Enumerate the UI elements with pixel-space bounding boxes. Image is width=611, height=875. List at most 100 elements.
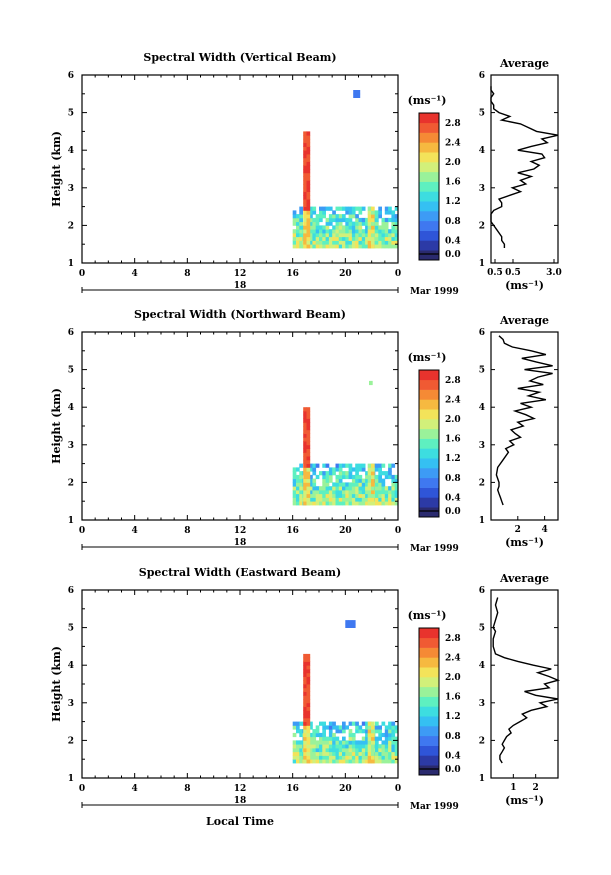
- colorbar-swatch: [419, 428, 439, 439]
- heatmap-cell: [394, 478, 399, 483]
- heatmap-cell: [306, 429, 311, 434]
- heatmap-cell: [303, 676, 307, 681]
- heatmap-cell: [391, 225, 396, 230]
- colorbar-tick-label: 0.4: [445, 493, 461, 503]
- heatmap-cell: [292, 751, 297, 756]
- heatmap-cell: [299, 471, 303, 476]
- heatmap-cell: [303, 732, 307, 738]
- y-axis-label: Height (km): [50, 131, 63, 207]
- heatmap-cell: [394, 747, 399, 753]
- heatmap-cell: [325, 736, 330, 741]
- heatmap-cell: [303, 751, 307, 756]
- heatmap-cell: [303, 441, 307, 446]
- heatmap-cell: [332, 493, 336, 498]
- heatmap-cell: [335, 236, 340, 241]
- heatmap-cell: [303, 695, 307, 700]
- heatmap-cell: [367, 736, 372, 741]
- heatmap-cell: [325, 240, 330, 245]
- heatmap-cell: [348, 755, 353, 760]
- heatmap-cell: [381, 236, 386, 241]
- heatmap-cell: [358, 210, 363, 215]
- heatmap-cell: [306, 176, 311, 181]
- day-label: 18: [234, 281, 247, 291]
- heatmap-cell: [388, 217, 392, 223]
- heatmap-cell: [351, 478, 356, 483]
- heatmap-cell: [296, 744, 300, 749]
- heatmap-cell: [342, 744, 346, 749]
- heatmap-cell: [388, 744, 392, 749]
- heatmap-cell: [351, 232, 356, 238]
- heatmap-cell: [335, 497, 340, 502]
- colorbar-tick-label: 1.6: [445, 435, 461, 445]
- heatmap-cell: [388, 755, 392, 760]
- heatmap-cells: [292, 380, 399, 506]
- heatmap-cell: [328, 232, 333, 238]
- heatmap-cell: [312, 217, 317, 223]
- heatmap-cell: [322, 486, 326, 491]
- heatmap-cell: [335, 474, 340, 480]
- colorbar-tick-label: 1.6: [445, 693, 461, 703]
- colorbar-swatch: [419, 113, 439, 124]
- heatmap-cell: [332, 486, 336, 491]
- heatmap-cell: [371, 244, 375, 249]
- heatmap-cell: [381, 747, 386, 753]
- heatmap-cell: [306, 706, 311, 711]
- heatmap-cell: [358, 740, 363, 745]
- heatmap-cell: [375, 501, 379, 506]
- colorbar-swatch: [419, 686, 439, 697]
- colorbar-frame: [418, 112, 440, 261]
- heatmap-cell: [348, 221, 353, 226]
- heatmap-cell: [342, 736, 346, 741]
- heatmap-cell: [306, 187, 311, 192]
- heatmap-cell: [361, 755, 366, 760]
- profile-y-tick-label: 2: [479, 478, 485, 488]
- heatmap-cell: [303, 161, 307, 166]
- heatmap-cell: [296, 214, 300, 219]
- panel-1: Spectral Width (Northward Beam)0 4 8 12 16 20…: [50, 308, 559, 554]
- heatmap-cell: [332, 497, 336, 502]
- heatmap-cell: [306, 755, 311, 760]
- heatmap-cell: [303, 684, 307, 689]
- heatmap-cell: [306, 169, 311, 174]
- heatmap-cell: [348, 240, 353, 245]
- heatmap-cell: [391, 217, 396, 223]
- colorbar-tick-label: 0.8: [445, 732, 461, 742]
- heatmap-cell: [355, 244, 359, 249]
- profile-y-tick-label: 3: [479, 184, 485, 194]
- heatmap-cell: [355, 232, 359, 238]
- heatmap-cell: [378, 497, 382, 502]
- heatmap-cell: [391, 236, 396, 241]
- heatmap-cell: [342, 206, 346, 211]
- heatmap-cell: [384, 747, 389, 753]
- heatmap-cell: [332, 740, 336, 745]
- xlabel-local-time: Local Time: [206, 815, 274, 828]
- colorbar-swatch: [419, 191, 439, 202]
- heatmap-cell: [315, 229, 320, 234]
- colorbar-swatch: [419, 220, 439, 231]
- heatmap-cell: [322, 206, 326, 211]
- heatmap-cell: [309, 229, 313, 234]
- heatmap-cell: [384, 221, 389, 226]
- heatmap-cell: [306, 467, 311, 472]
- heatmap-cell: [384, 740, 389, 745]
- heatmap-cell: [306, 463, 311, 468]
- heatmap-cell: [365, 236, 369, 241]
- heatmap-cell: [322, 478, 326, 483]
- heatmap-cell: [358, 244, 363, 249]
- heatmap-cell: [303, 426, 307, 431]
- heatmap-cell: [306, 721, 311, 726]
- heatmap-cell: [351, 740, 356, 745]
- heatmap-cell: [375, 489, 379, 495]
- heatmap-cell: [342, 471, 346, 476]
- heatmap-cell: [367, 467, 372, 472]
- heatmap-cell: [358, 225, 363, 230]
- heatmap-cell: [384, 751, 389, 756]
- heatmap-cell: [328, 489, 333, 495]
- heatmap-cell: [361, 751, 366, 756]
- heatmap-cell: [378, 210, 382, 215]
- heatmap-cell: [378, 751, 382, 756]
- heatmap-cell: [391, 740, 396, 745]
- heatmap-cell: [303, 448, 307, 453]
- heatmap-cell: [309, 721, 313, 726]
- heatmap-cell: [367, 497, 372, 502]
